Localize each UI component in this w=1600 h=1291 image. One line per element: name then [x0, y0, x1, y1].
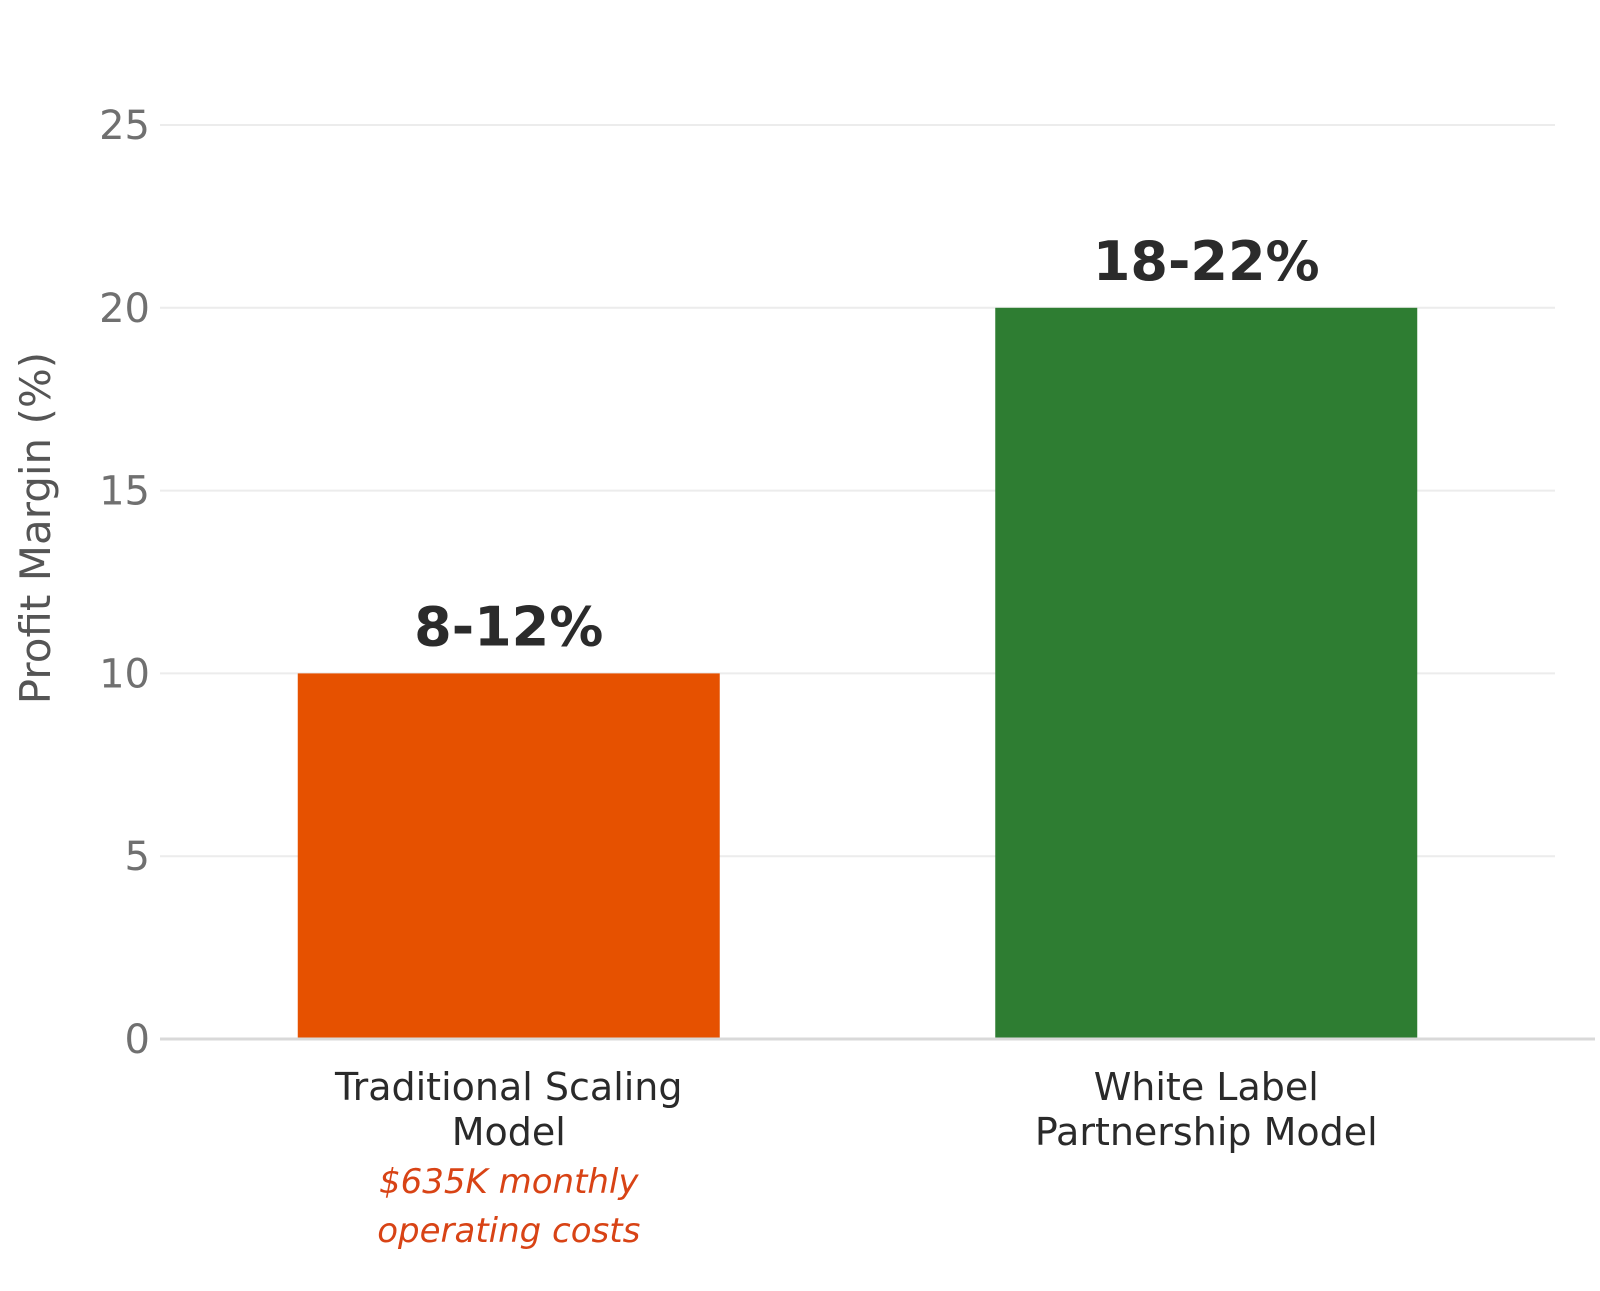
- category-annotation: operating costs: [377, 1211, 640, 1251]
- category-annotation: $635K monthly: [379, 1162, 639, 1202]
- x-tick-label: Partnership Model: [1035, 1110, 1378, 1154]
- bar-value-label: 18-22%: [1093, 230, 1320, 293]
- y-tick-label: 15: [99, 469, 150, 515]
- y-tick-label: 5: [125, 834, 150, 880]
- y-tick-label: 20: [99, 286, 150, 332]
- bars: [297, 307, 1418, 1039]
- x-tick-label: Traditional Scaling: [334, 1065, 683, 1109]
- y-tick-label: 0: [125, 1017, 150, 1063]
- y-axis-label: Profit Margin (%): [11, 352, 60, 704]
- y-tick-label: 10: [99, 651, 150, 697]
- y-tick-label: 25: [99, 103, 150, 149]
- bar-value-label: 8-12%: [414, 595, 603, 658]
- x-tick-label: Model: [452, 1110, 566, 1154]
- x-tick-label: White Label: [1094, 1065, 1319, 1109]
- y-axis-ticks: 0 5 10 15 20 25: [99, 103, 150, 1063]
- bar: [297, 673, 720, 1039]
- bar: [995, 307, 1418, 1039]
